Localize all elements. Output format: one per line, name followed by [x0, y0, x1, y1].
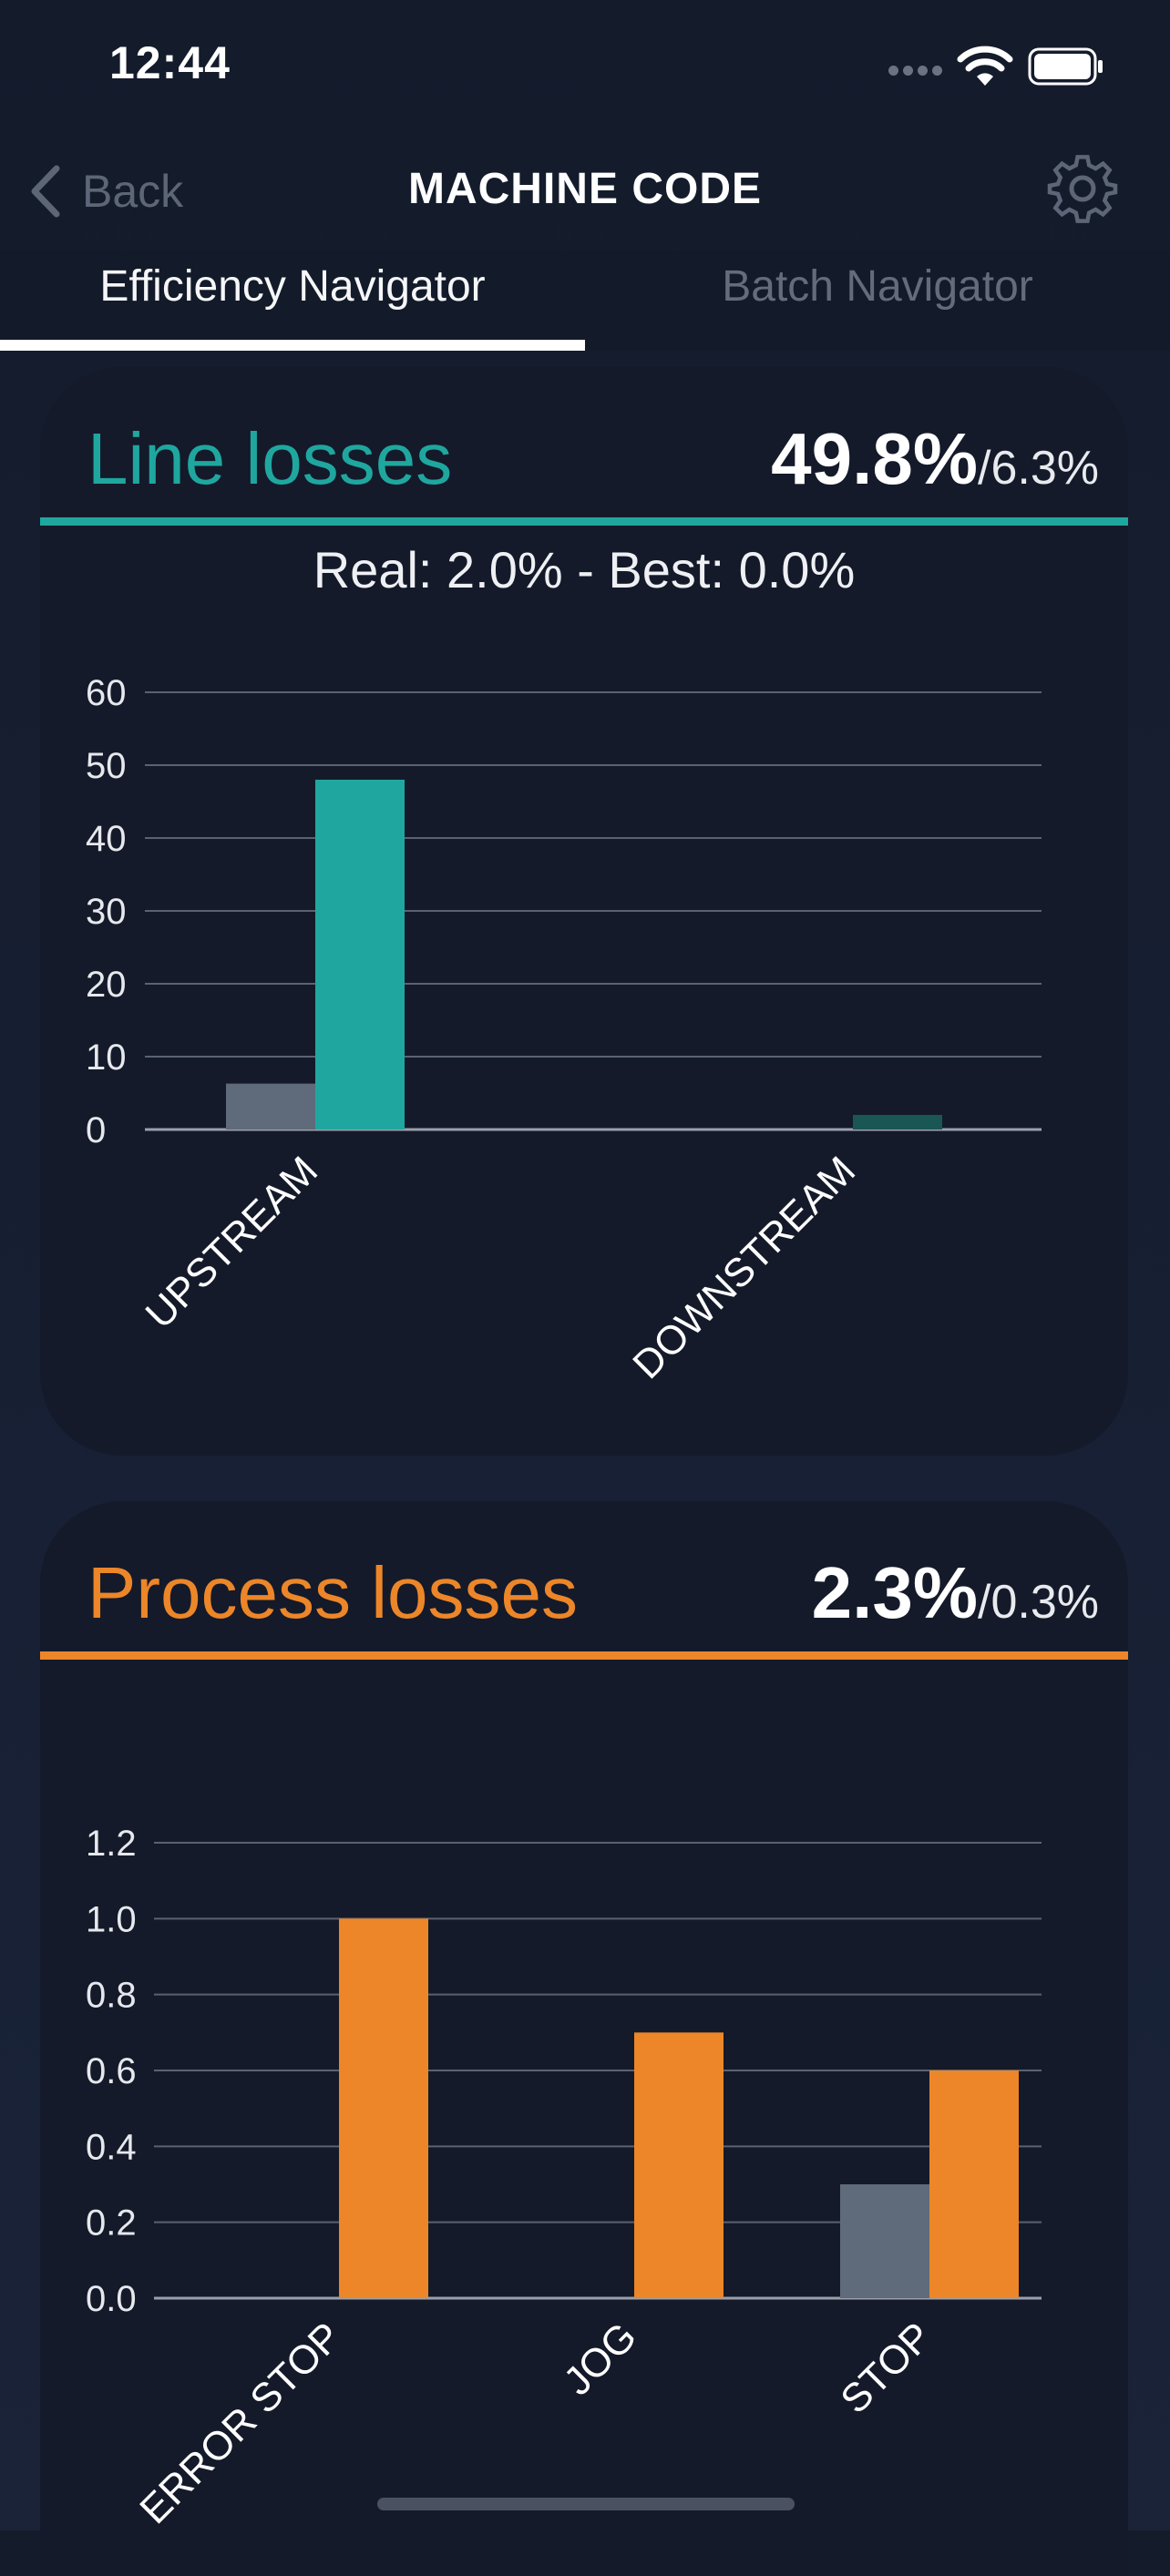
y-tick-label: 40 — [86, 819, 127, 859]
process-losses-header: Process losses 2.3%/0.3% — [40, 1501, 1128, 1661]
y-tick-label: 1.2 — [86, 1824, 137, 1864]
process-losses-divider — [40, 1651, 1128, 1660]
line-bar-downstream[interactable] — [853, 1115, 942, 1130]
line-losses-title: Line losses — [87, 418, 453, 499]
tab-bar: Efficiency Navigator Batch Navigator — [0, 250, 1170, 351]
status-bar: 12:44 — [0, 0, 1170, 137]
process-bar-stop[interactable] — [840, 2184, 929, 2298]
cellular-signal-icon — [888, 64, 947, 80]
y-tick-label: 50 — [86, 746, 127, 786]
line-losses-metric: 49.8%/6.3% — [771, 417, 1099, 501]
y-tick-label: 1.0 — [86, 1899, 137, 1939]
process-bar-error-stop[interactable] — [339, 1918, 428, 2298]
process-losses-target: /0.3% — [978, 1576, 1099, 1629]
page-title: MACHINE CODE — [407, 165, 762, 213]
y-tick-label: 0.2 — [86, 2203, 137, 2244]
status-time: 12:44 — [109, 37, 231, 88]
wifi-icon — [957, 46, 1013, 86]
active-tab-indicator — [0, 340, 585, 351]
x-category-label: JOG — [555, 2314, 645, 2404]
line-bar-upstream[interactable] — [315, 780, 405, 1130]
y-tick-label: 0 — [86, 1110, 106, 1150]
tab-batch-navigator[interactable]: Batch Navigator — [722, 262, 1033, 311]
process-losses-metric: 2.3%/0.3% — [812, 1551, 1099, 1635]
line-losses-value: 49.8% — [771, 418, 979, 499]
line-losses-header: Line losses 49.8%/6.3% — [40, 367, 1128, 526]
y-tick-label: 0.4 — [86, 2127, 137, 2167]
process-losses-card[interactable]: Process losses 2.3%/0.3% 1.2 1.0 0.8 0.6 0.4… — [40, 1501, 1128, 2576]
line-losses-target: /6.3% — [978, 442, 1099, 495]
tab-efficiency-navigator[interactable]: Efficiency Navigator — [99, 262, 486, 311]
y-tick-label: 0.8 — [86, 1976, 137, 2016]
gear-icon[interactable] — [1046, 155, 1119, 228]
y-tick-label: 20 — [86, 965, 127, 1005]
home-indicator — [377, 2498, 795, 2510]
x-category-label: DOWNSTREAM — [624, 1148, 864, 1387]
y-tick-label: 60 — [86, 673, 127, 713]
battery-icon — [1028, 47, 1103, 86]
y-tick-label: 0.6 — [86, 2051, 137, 2091]
x-category-label: ERROR STOP — [131, 2314, 350, 2532]
back-button[interactable]: Back — [27, 164, 183, 219]
x-category-label: UPSTREAM — [138, 1148, 327, 1337]
back-label: Back — [82, 166, 184, 217]
process-bar-stop[interactable] — [929, 2070, 1019, 2298]
process-losses-title: Process losses — [87, 1552, 578, 1633]
process-bar-jog[interactable] — [634, 2032, 724, 2298]
y-tick-label: 0.0 — [86, 2279, 137, 2319]
line-losses-subtitle: Real: 2.0% - Best: 0.0% — [313, 541, 856, 598]
process-losses-value: 2.3% — [811, 1552, 979, 1633]
line-losses-chart: 60 50 40 30 20 10 0 UPSTREAM DOWNSTREAM — [86, 673, 1042, 1387]
y-tick-label: 30 — [86, 892, 127, 932]
line-losses-divider — [40, 517, 1128, 526]
line-losses-card[interactable]: Line losses 49.8%/6.3% Real: 2.0% - Best… — [40, 367, 1128, 1456]
chevron-left-icon — [31, 165, 60, 218]
line-bar-upstream[interactable] — [226, 1083, 315, 1130]
x-category-label: STOP — [832, 2314, 940, 2422]
navigation-bar: Back MACHINE CODE — [0, 137, 1170, 252]
y-tick-label: 10 — [86, 1038, 127, 1078]
